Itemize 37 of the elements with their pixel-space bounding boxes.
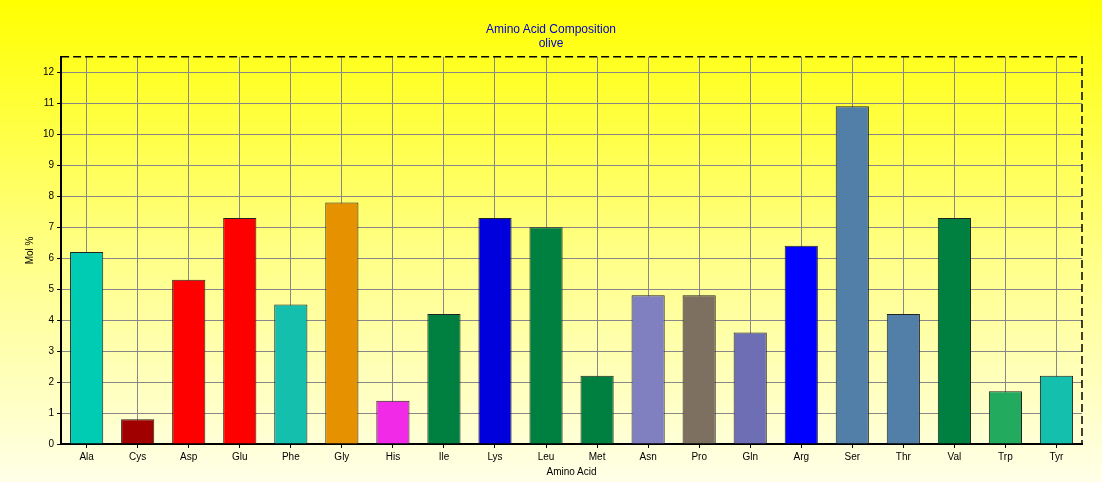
y-tick-label: 4	[48, 313, 55, 325]
x-tick-label: Ser	[844, 450, 861, 462]
y-tick-label: 5	[48, 282, 55, 294]
x-tick-label: His	[385, 450, 401, 462]
y-tick-label: 11	[43, 97, 55, 109]
y-tick-label: 8	[48, 189, 55, 201]
x-tick-label: Pro	[691, 450, 708, 462]
y-tick-label: 6	[48, 251, 55, 263]
x-tick-label: Glu	[232, 450, 248, 462]
x-tick-label: Trp	[998, 450, 1014, 462]
x-tick-label: Leu	[537, 450, 555, 462]
x-tick-label: Gly	[334, 450, 350, 462]
x-tick-label: Met	[588, 450, 606, 462]
y-tick-label: 0	[48, 437, 55, 449]
x-tick-label: Arg	[793, 450, 810, 462]
y-tick-label: 3	[48, 344, 55, 356]
x-tick-label: Phe	[281, 450, 301, 462]
chart-subtitle: olive	[538, 35, 564, 50]
y-tick-label: 10	[43, 127, 55, 139]
x-tick-label: Ala	[79, 450, 95, 462]
x-axis-title: Amino Acid	[546, 465, 597, 477]
y-tick-label: 12	[43, 66, 55, 78]
x-tick-label: Cys	[129, 450, 147, 462]
y-tick-label: 7	[48, 220, 55, 232]
x-tick-label: Gln	[742, 450, 758, 462]
x-tick-label: Asp	[180, 450, 198, 462]
y-tick-label: 1	[48, 406, 55, 418]
x-tick-label: Ile	[438, 450, 450, 462]
y-axis-title: Mol %	[23, 236, 35, 265]
x-tick-label: Tyr	[1049, 450, 1065, 462]
y-tick-label: 9	[48, 158, 55, 170]
x-tick-label: Thr	[895, 450, 912, 462]
x-tick-label: Lys	[487, 450, 503, 462]
x-tick-label: Val	[947, 450, 962, 462]
x-tick-label: Asn	[639, 450, 657, 462]
chart-title: Amino Acid Composition	[485, 21, 617, 36]
y-tick-label: 2	[48, 375, 55, 387]
